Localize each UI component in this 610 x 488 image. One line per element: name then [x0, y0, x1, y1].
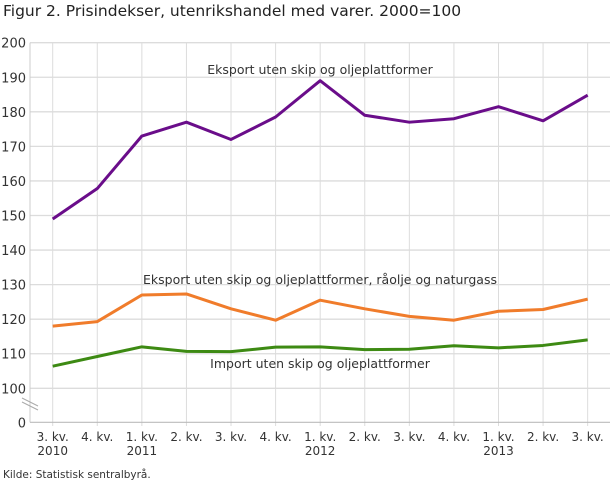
y-tick-label: 200 [1, 37, 26, 52]
x-tick-year-label: 2010 [37, 444, 68, 458]
y-tick-label: 150 [1, 210, 26, 225]
axis-break-mark [21, 401, 39, 411]
y-tick-label: 110 [1, 348, 26, 363]
x-tick-label: 2. kv. [170, 430, 202, 444]
x-tick-year-label: 2012 [305, 444, 336, 458]
x-tick-label: 2. kv. [527, 430, 559, 444]
y-tick-label: 190 [1, 71, 26, 86]
x-tick-label: 3. kv. [37, 430, 69, 444]
series-label: Eksport uten skip og oljeplattformer, rå… [143, 272, 497, 287]
y-tick-label: 160 [1, 175, 26, 190]
x-tick-label: 1. kv. [126, 430, 158, 444]
series-label: Import uten skip og oljeplattformer [210, 356, 431, 371]
y-tick-label: 120 [1, 313, 26, 328]
x-tick-label: 3. kv. [572, 430, 604, 444]
chart-title: Figur 2. Prisindekser, utenrikshandel me… [3, 2, 462, 20]
y-tick-label: 170 [1, 140, 26, 155]
y-tick-label: 130 [1, 279, 26, 294]
series-label: Eksport uten skip og oljeplattformer [207, 62, 433, 77]
x-tick-label: 1. kv. [304, 430, 336, 444]
y-tick-label: 140 [1, 244, 26, 259]
x-tick-label: 4. kv. [81, 430, 113, 444]
source-note: Kilde: Statistisk sentralbyrå. [3, 469, 151, 481]
y-tick-label: 180 [1, 106, 26, 121]
x-tick-label: 1. kv. [482, 430, 514, 444]
x-tick-label: 4. kv. [438, 430, 470, 444]
x-tick-label: 2. kv. [349, 430, 381, 444]
x-tick-year-label: 2011 [127, 444, 158, 458]
x-tick-label: 3. kv. [393, 430, 425, 444]
x-tick-year-label: 2013 [483, 444, 514, 458]
axis-break-mark [21, 397, 39, 407]
y-tick-label: 0 [18, 416, 26, 431]
x-tick-label: 3. kv. [215, 430, 247, 444]
y-tick-label: 100 [1, 382, 26, 397]
x-tick-label: 4. kv. [259, 430, 291, 444]
